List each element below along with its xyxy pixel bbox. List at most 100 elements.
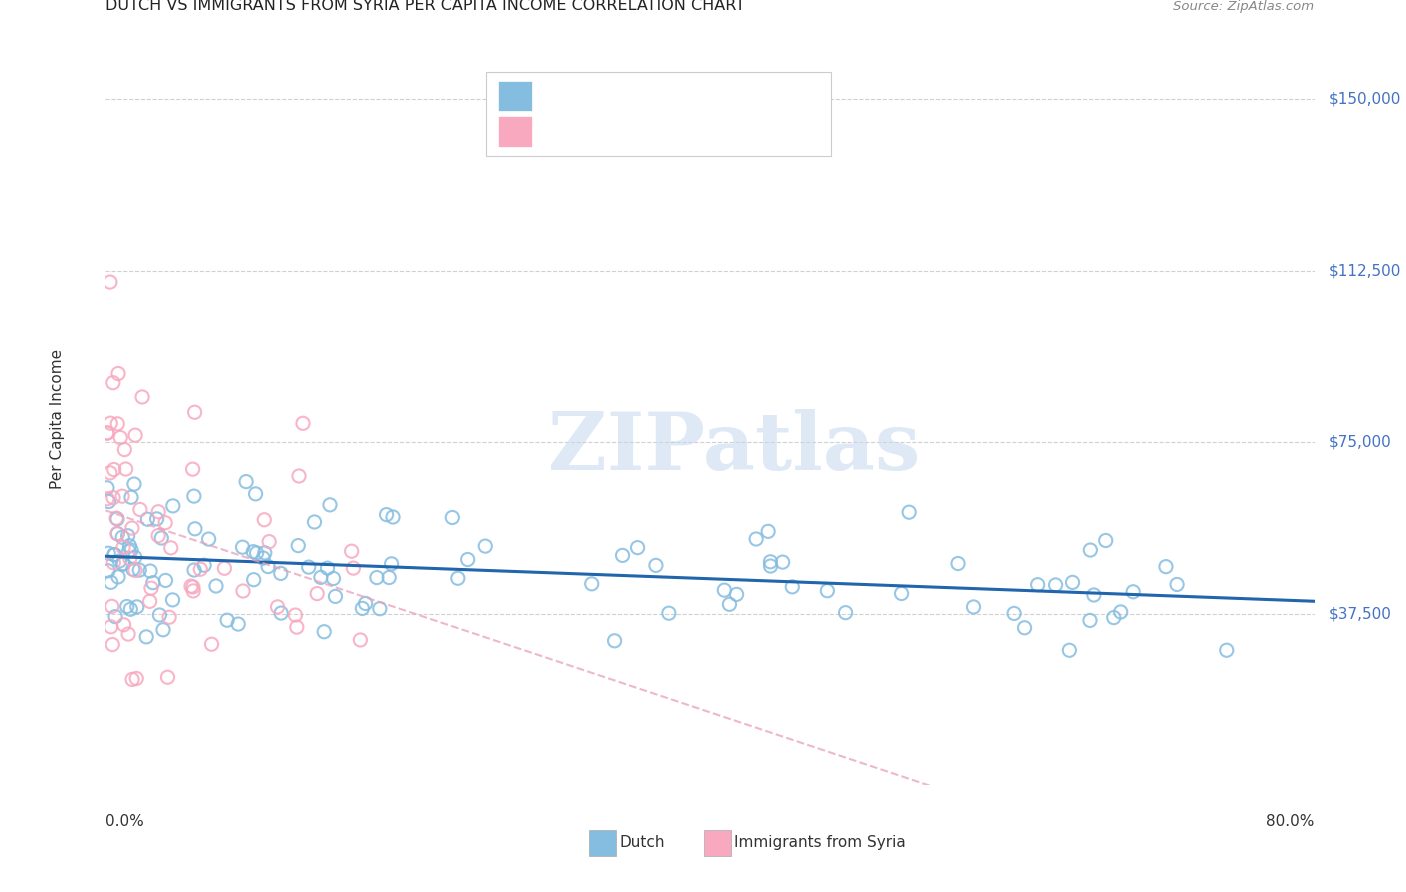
Point (1083, 588, 1105, 602)
Point (153, 516, 176, 530)
Point (342, 561, 364, 575)
Point (162, 499, 184, 513)
Point (626, 541, 648, 555)
Point (98, 466, 121, 480)
Point (131, 390, 153, 404)
Text: Dutch: Dutch (619, 835, 665, 850)
Point (314, 624, 336, 639)
Point (96, 425, 118, 440)
Point (447, 571, 470, 585)
Point (105, 526, 128, 541)
Point (1102, 610, 1125, 624)
Point (382, 510, 405, 524)
Point (142, 575, 165, 590)
Point (226, 617, 249, 632)
Point (183, 563, 205, 577)
Point (183, 405, 205, 419)
Text: $75,000: $75,000 (1329, 434, 1392, 450)
Point (103, 462, 125, 476)
Point (181, 583, 204, 598)
Point (815, 583, 838, 598)
Point (1059, 643, 1081, 657)
Point (718, 597, 741, 611)
Point (100, 599, 122, 614)
Point (1078, 614, 1101, 628)
Point (152, 623, 174, 637)
Point (352, 601, 374, 615)
Point (121, 521, 143, 535)
Point (1122, 584, 1144, 599)
Point (112, 557, 135, 571)
Point (603, 633, 626, 648)
Point (1026, 577, 1049, 591)
Point (242, 544, 264, 558)
Point (1045, 578, 1067, 592)
Point (782, 580, 804, 594)
Point (217, 613, 239, 627)
Point (162, 593, 184, 607)
Point (145, 512, 167, 526)
Point (197, 532, 219, 546)
Point (457, 552, 479, 566)
Point (111, 489, 134, 503)
Text: Source: ZipAtlas.com: Source: ZipAtlas.com (1174, 0, 1315, 13)
Point (645, 558, 668, 573)
Point (242, 573, 264, 587)
Point (1154, 559, 1177, 574)
Point (231, 540, 253, 554)
Point (285, 620, 308, 634)
Point (139, 581, 162, 595)
Point (108, 430, 131, 444)
Point (138, 594, 160, 608)
Point (117, 529, 139, 543)
Point (834, 606, 856, 620)
Point (135, 630, 157, 644)
Point (150, 531, 173, 545)
Bar (486, 72, 831, 156)
Point (725, 587, 748, 601)
Point (1078, 543, 1101, 558)
Point (124, 563, 146, 577)
Point (183, 489, 205, 503)
Point (101, 491, 124, 505)
Point (325, 590, 347, 604)
Point (121, 562, 143, 576)
Point (375, 508, 398, 522)
Text: DUTCH VS IMMIGRANTS FROM SYRIA PER CAPITA INCOME CORRELATION CHART: DUTCH VS IMMIGRANTS FROM SYRIA PER CAPIT… (105, 0, 745, 13)
Point (232, 584, 254, 599)
Point (188, 562, 211, 576)
Point (112, 442, 135, 457)
Point (105, 512, 128, 526)
Point (946, 557, 969, 571)
Point (105, 417, 128, 431)
Point (205, 579, 228, 593)
Point (139, 564, 162, 578)
Point (118, 551, 141, 566)
Point (759, 559, 782, 574)
Point (120, 602, 142, 616)
Point (101, 376, 124, 390)
Point (148, 607, 170, 622)
Point (96, 481, 118, 495)
Point (284, 608, 307, 623)
Point (128, 502, 150, 516)
Bar (498, 117, 533, 147)
Text: $37,500: $37,500 (1329, 606, 1392, 621)
Point (111, 558, 134, 572)
Point (105, 526, 128, 541)
Point (759, 555, 782, 569)
Text: R = -0.420    N = 115: R = -0.420 N = 115 (544, 88, 709, 103)
Point (235, 475, 257, 489)
Point (98, 416, 121, 430)
Point (155, 574, 177, 588)
Point (713, 583, 735, 598)
Point (124, 428, 146, 442)
Point (115, 599, 138, 614)
Point (291, 417, 314, 431)
Point (136, 512, 159, 526)
Point (349, 632, 371, 647)
Point (117, 627, 139, 641)
Point (245, 546, 267, 560)
Point (124, 550, 146, 565)
Point (200, 637, 222, 651)
